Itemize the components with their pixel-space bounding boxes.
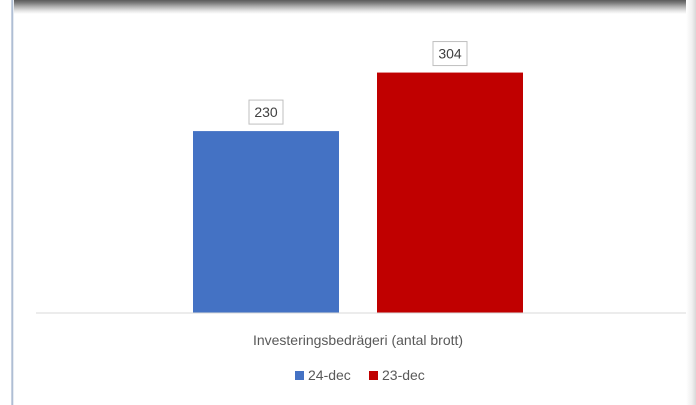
legend-label-23-dec: 23-dec bbox=[382, 367, 425, 383]
data-label-box-23-dec bbox=[432, 41, 468, 67]
bars-layer bbox=[193, 72, 523, 314]
data-label-23-dec: 304 bbox=[438, 46, 462, 62]
frame-border-left bbox=[0, 0, 14, 405]
data-label-24-dec: 230 bbox=[254, 104, 278, 120]
x-category-label: Investeringsbedrägeri (antal brott) bbox=[253, 332, 463, 348]
legend-swatch-24-dec bbox=[295, 371, 304, 380]
legend-label-24-dec: 24-dec bbox=[308, 367, 351, 383]
data-labels-layer: 230 304 bbox=[248, 41, 468, 125]
legend: 24-dec 23-dec bbox=[295, 367, 425, 383]
legend-swatch-23-dec bbox=[369, 371, 378, 380]
frame-shadow-right bbox=[686, 0, 696, 405]
bar-24-dec bbox=[193, 131, 339, 313]
data-label-box-24-dec bbox=[248, 99, 284, 125]
frame-shadow-top bbox=[0, 0, 696, 14]
bar-23-dec bbox=[377, 72, 523, 314]
